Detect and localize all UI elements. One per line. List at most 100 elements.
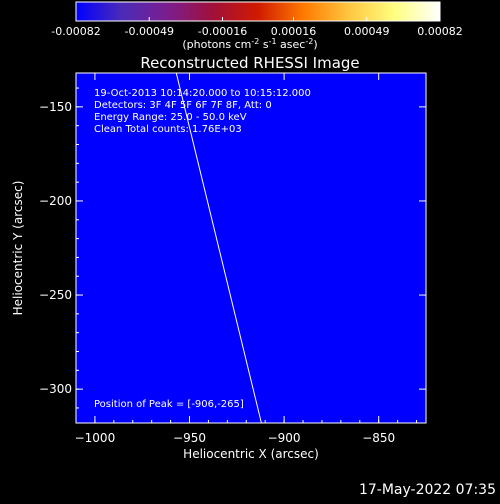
heatmap-cell [391, 201, 404, 214]
heatmap-cell [99, 178, 112, 191]
heatmap-cell [111, 224, 124, 237]
heatmap-cell [239, 213, 252, 226]
x-tick-label: −850 [362, 431, 395, 445]
heatmap-cell [286, 411, 299, 423]
heatmap-cell [76, 376, 89, 389]
heatmap-cell [402, 108, 415, 121]
heatmap-cell [274, 201, 287, 214]
heatmap-cell [216, 84, 229, 97]
heatmap-cell [227, 388, 240, 401]
heatmap-cell [251, 108, 264, 121]
heatmap-cell [134, 259, 147, 272]
plot-frame [75, 72, 427, 424]
heatmap-cell [367, 143, 380, 156]
heatmap-cell [262, 329, 275, 342]
heatmap-cell [216, 73, 229, 86]
heatmap-cell [76, 166, 89, 179]
heatmap-cell [111, 236, 124, 249]
heatmap-cell [297, 283, 310, 296]
heatmap-cell [227, 178, 240, 191]
heatmap-cell [379, 388, 392, 401]
heatmap-cell [262, 84, 275, 97]
heatmap-cell [239, 259, 252, 272]
heatmap-cell [321, 236, 334, 249]
heatmap-cell [262, 376, 275, 389]
heatmap-cell [391, 364, 404, 377]
heatmap-cell [274, 108, 287, 121]
heatmap-cell [286, 259, 299, 272]
heatmap-cell [367, 213, 380, 226]
heatmap-cell [262, 131, 275, 144]
heatmap-cell [391, 131, 404, 144]
heatmap-cell [157, 166, 170, 179]
heatmap-cell [134, 306, 147, 319]
heatmap-cell [192, 131, 205, 144]
heatmap-cell [251, 166, 264, 179]
heatmap-cell [87, 329, 100, 342]
heatmap-cell [76, 283, 89, 296]
heatmap-cell [391, 108, 404, 121]
heatmap-cell [391, 353, 404, 366]
heatmap-cell [321, 224, 334, 237]
heatmap-cell [379, 143, 392, 156]
heatmap-cell [297, 131, 310, 144]
heatmap-cell [332, 271, 345, 284]
heatmap-cell [134, 84, 147, 97]
heatmap-cell [204, 119, 217, 132]
heatmap-cell [379, 306, 392, 319]
heatmap-cell [262, 178, 275, 191]
heatmap-cell [192, 399, 205, 412]
heatmap-cell [379, 364, 392, 377]
heatmap-cell [87, 271, 100, 284]
heatmap-cell [321, 294, 334, 307]
heatmap-cell [321, 388, 334, 401]
heatmap-cell [274, 73, 287, 86]
heatmap-cell [76, 236, 89, 249]
heatmap-cell [402, 353, 415, 366]
heatmap-cell [332, 294, 345, 307]
heatmap-cell [402, 73, 415, 86]
heatmap-cell [367, 259, 380, 272]
heatmap-cell [146, 108, 159, 121]
heatmap-cell [414, 399, 426, 412]
heatmap-cell [99, 259, 112, 272]
heatmap-cell [146, 213, 159, 226]
heatmap-cell [379, 341, 392, 354]
heatmap-cell [87, 306, 100, 319]
heatmap-cell [286, 201, 299, 214]
y-tick-label: −150 [39, 100, 72, 114]
heatmap-cell [87, 201, 100, 214]
heatmap-cell [99, 96, 112, 109]
heatmap-cell [402, 248, 415, 261]
heatmap-cell [227, 353, 240, 366]
heatmap-cell [262, 96, 275, 109]
heatmap-cell [344, 96, 357, 109]
heatmap-cell [321, 213, 334, 226]
heatmap-cell [332, 411, 345, 423]
heatmap-cell [87, 259, 100, 272]
heatmap-cell [227, 166, 240, 179]
heatmap-cell [76, 119, 89, 132]
heatmap-cell [216, 224, 229, 237]
heatmap-cell [332, 399, 345, 412]
heatmap-cell [402, 271, 415, 284]
heatmap-cell [297, 306, 310, 319]
heatmap-cell [99, 143, 112, 156]
heatmap-cell [274, 131, 287, 144]
heatmap-cell [367, 353, 380, 366]
heatmap-cell [146, 294, 159, 307]
heatmap-cell [297, 236, 310, 249]
heatmap-cell [391, 143, 404, 156]
heatmap-cell [111, 119, 124, 132]
heatmap-cell [262, 306, 275, 319]
heatmap-cell [309, 154, 322, 167]
heatmap-cell [332, 131, 345, 144]
heatmap-cell [356, 259, 369, 272]
heatmap-cell [216, 131, 229, 144]
y-axis: −150 −200 −250 −300 [39, 87, 426, 409]
heatmap-cell [157, 73, 170, 86]
heatmap-cell [367, 294, 380, 307]
heatmap-cell [146, 259, 159, 272]
heatmap-cell [146, 189, 159, 202]
heatmap-cell [239, 166, 252, 179]
